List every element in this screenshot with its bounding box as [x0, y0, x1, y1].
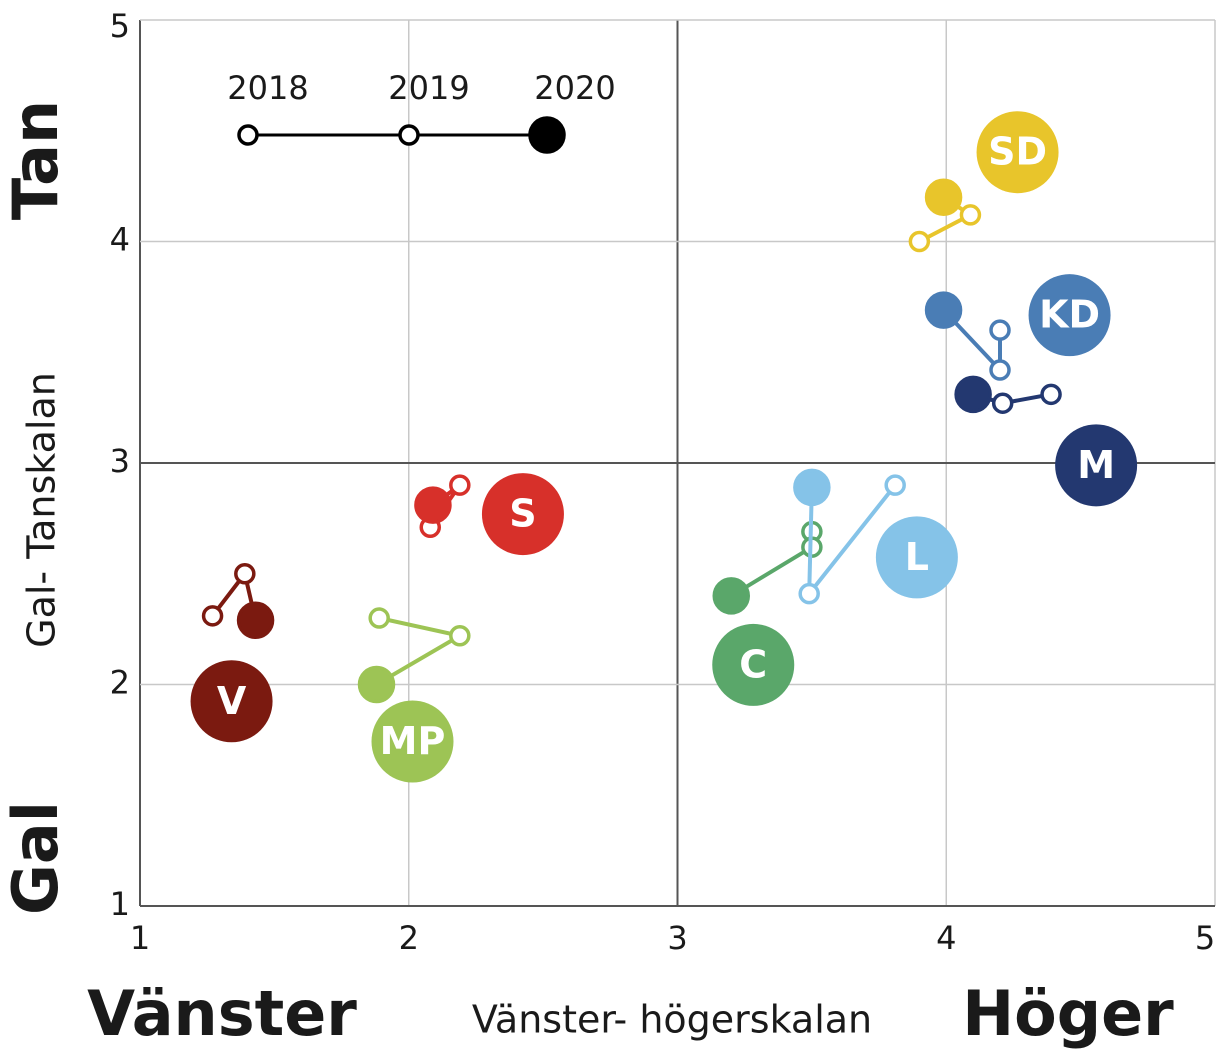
party-badge	[371, 700, 454, 783]
legend-marker	[237, 124, 259, 146]
party-group: MP	[357, 607, 471, 783]
party-name: V	[217, 679, 247, 723]
point	[924, 291, 963, 329]
point	[357, 665, 396, 704]
y-tick-label: 1	[110, 885, 130, 923]
point	[449, 474, 471, 496]
point	[959, 204, 982, 226]
point	[884, 474, 906, 496]
point	[954, 375, 992, 414]
y-tick-label: 3	[110, 442, 130, 480]
y-axis-label: Gal- Tanskalan	[20, 372, 64, 648]
x-tick-label: 5	[1195, 919, 1215, 957]
party-name: L	[905, 535, 929, 579]
party-badge	[481, 473, 564, 556]
point	[234, 563, 256, 585]
x-tick-label: 4	[936, 919, 956, 957]
point	[414, 486, 452, 524]
party-name: KD	[1039, 293, 1100, 337]
y-tick-label: 4	[110, 221, 130, 259]
party-group: KD	[924, 274, 1111, 381]
legend-marker	[398, 124, 420, 146]
point	[236, 601, 275, 640]
right-annotation: Höger	[962, 977, 1174, 1050]
party-group: C	[712, 520, 823, 706]
party-name: S	[509, 492, 536, 536]
bottom-annotation: Gal	[0, 801, 72, 915]
point	[449, 625, 471, 647]
legend-year: 2020	[534, 69, 615, 107]
point	[924, 178, 963, 216]
party-badge	[875, 516, 958, 599]
point	[991, 392, 1014, 414]
point	[793, 468, 831, 507]
x-tick-label: 2	[399, 919, 419, 957]
point	[798, 582, 820, 605]
point	[712, 577, 750, 615]
left-annotation: Vänster	[87, 977, 357, 1050]
point	[989, 319, 1011, 341]
legend-year: 2018	[227, 69, 308, 107]
party-badge	[976, 111, 1059, 194]
party-name: M	[1077, 443, 1115, 487]
party-group: M	[954, 375, 1138, 507]
legend-year: 2019	[388, 69, 469, 107]
point	[368, 607, 390, 629]
party-badge	[1028, 274, 1111, 357]
top-annotation: Tan	[0, 100, 72, 220]
point	[201, 605, 224, 627]
x-axis-label: Vänster- högerskalan	[472, 998, 872, 1042]
party-group: S	[414, 473, 564, 556]
party-group: SD	[908, 111, 1059, 253]
y-tick-label: 5	[110, 7, 130, 45]
legend-marker	[528, 116, 566, 154]
party-name: SD	[988, 130, 1047, 174]
party-group: L	[793, 468, 958, 605]
party-badge	[190, 660, 273, 743]
party-badge	[1055, 424, 1138, 507]
x-tick-label: 1	[130, 919, 150, 957]
y-tick-label: 2	[110, 664, 130, 702]
party-group: V	[190, 563, 275, 743]
point	[989, 359, 1011, 381]
point	[908, 230, 931, 253]
party-name: MP	[380, 719, 446, 763]
x-tick-label: 3	[667, 919, 687, 957]
party-badge	[712, 623, 795, 706]
party-name: C	[739, 642, 767, 686]
point	[1040, 383, 1062, 406]
